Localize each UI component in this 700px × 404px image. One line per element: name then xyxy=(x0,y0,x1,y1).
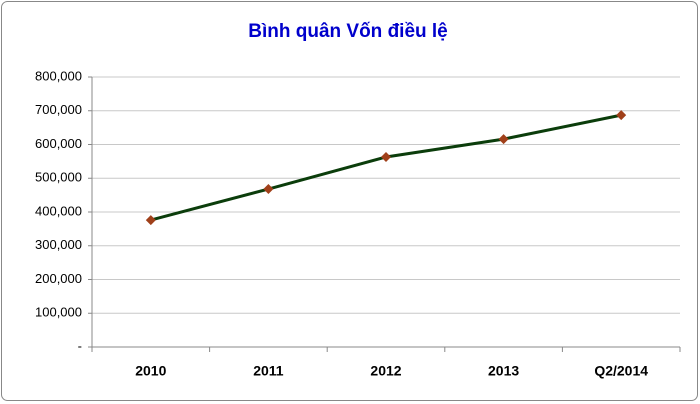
y-tick-label: 600,000 xyxy=(35,136,82,151)
marker xyxy=(145,215,156,226)
chart-title: Bình quân Vốn điều lệ xyxy=(248,21,448,42)
y-tick-label: 700,000 xyxy=(35,102,82,117)
y-tick-label: 200,000 xyxy=(35,271,82,286)
x-tick-label: 2010 xyxy=(135,363,166,379)
x-tick-label: Q2/2014 xyxy=(594,363,648,379)
marker xyxy=(381,151,391,162)
y-tick-label: 500,000 xyxy=(35,170,82,185)
marker xyxy=(498,134,509,145)
y-tick-label: - xyxy=(78,338,82,353)
y-tick-label: 100,000 xyxy=(35,305,82,320)
marker xyxy=(616,110,627,121)
x-tick-label: 2013 xyxy=(488,363,519,379)
y-tick-label: 400,000 xyxy=(35,203,82,218)
marker xyxy=(263,184,274,195)
x-tick-label: 2011 xyxy=(253,363,284,379)
y-tick-label: 800,000 xyxy=(35,68,82,83)
x-tick-label: 2012 xyxy=(370,363,401,379)
y-tick-label: 300,000 xyxy=(35,237,82,252)
